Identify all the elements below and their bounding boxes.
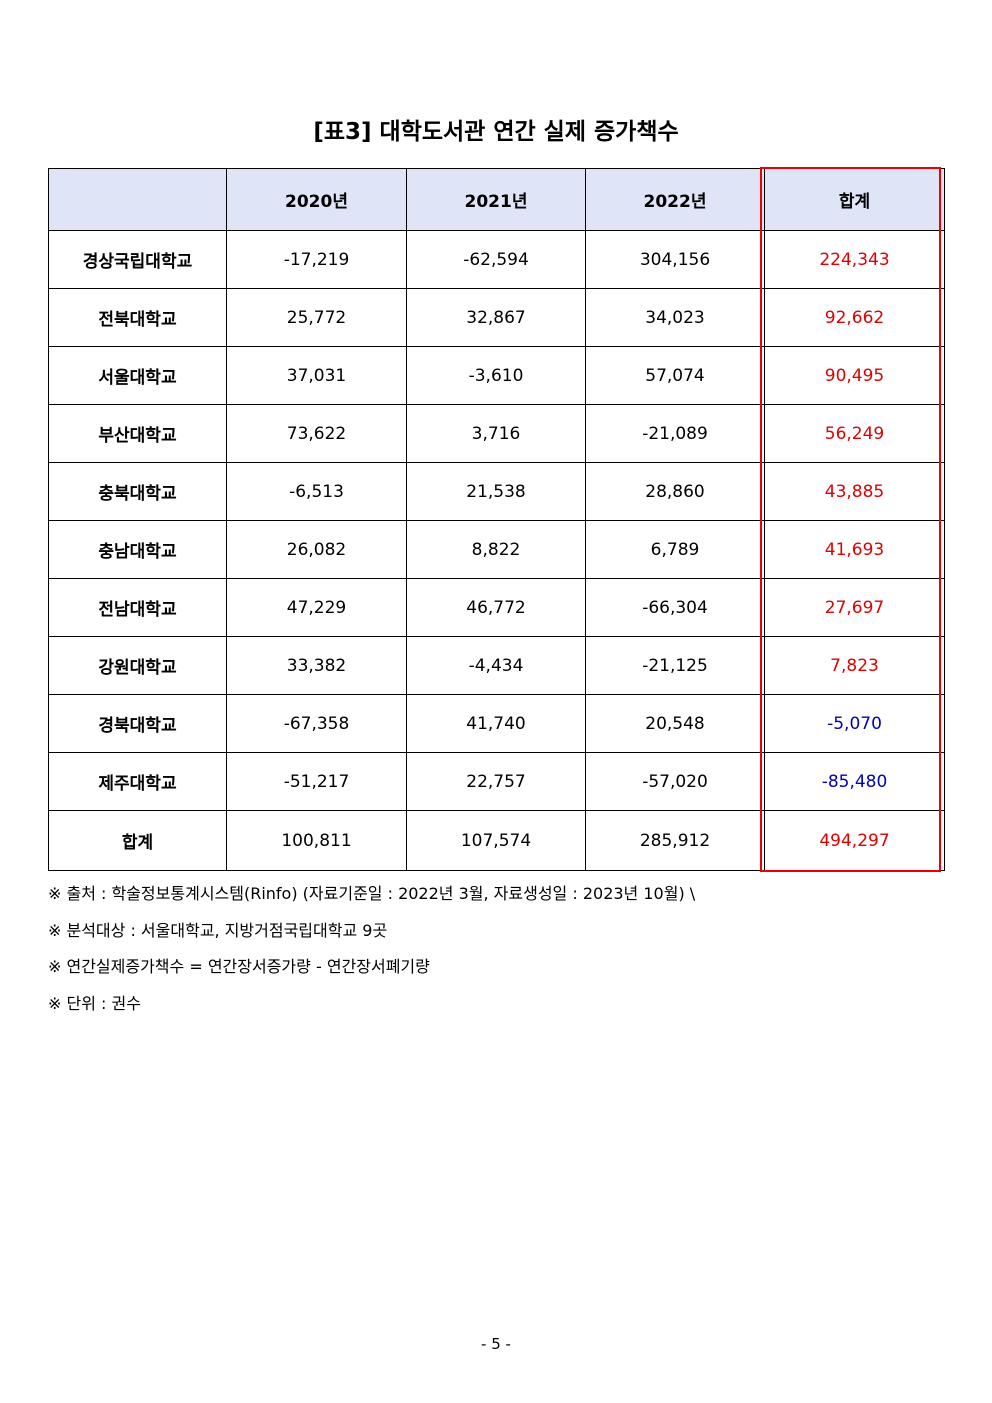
table-row: 경북대학교 -67,358 41,740 20,548 -5,070: [48, 694, 945, 753]
cell: -5,070: [764, 694, 945, 753]
header-cell: 2021년: [406, 168, 586, 231]
cell: -21,125: [585, 636, 765, 695]
cell: 107,574: [406, 810, 586, 871]
table-row: 충북대학교 -6,513 21,538 28,860 43,885: [48, 462, 945, 521]
cell: 90,495: [764, 346, 945, 405]
cell: 8,822: [406, 520, 586, 579]
cell: 41,693: [764, 520, 945, 579]
table-title: [표3] 대학도서관 연간 실제 증가책수: [313, 119, 679, 145]
row-label: 경북대학교: [48, 694, 227, 753]
cell: 6,789: [585, 520, 765, 579]
cell: 22,757: [406, 752, 586, 811]
header-cell: 2022년: [585, 168, 765, 231]
cell: 56,249: [764, 404, 945, 463]
cell: 3,716: [406, 404, 586, 463]
row-label: 경상국립대학교: [48, 230, 227, 289]
cell: 285,912: [585, 810, 765, 871]
note: ※ 분석대상 : 서울대학교, 지방거점국립대학교 9곳: [48, 920, 388, 940]
row-label: 부산대학교: [48, 404, 227, 463]
table-row: 충남대학교 26,082 8,822 6,789 41,693: [48, 520, 945, 579]
cell: 46,772: [406, 578, 586, 637]
cell: -6,513: [226, 462, 407, 521]
header-row: 2020년 2021년 2022년 합계: [48, 168, 945, 231]
cell: -4,434: [406, 636, 586, 695]
cell: -62,594: [406, 230, 586, 289]
table-row: 제주대학교 -51,217 22,757 -57,020 -85,480: [48, 752, 945, 811]
table-row: 전북대학교 25,772 32,867 34,023 92,662: [48, 288, 945, 347]
cell: -21,089: [585, 404, 765, 463]
header-cell: 2020년: [226, 168, 407, 231]
note: ※ 출처 : 학술정보통계시스템(Rinfo) (자료기준일 : 2022년 3…: [48, 884, 696, 903]
cell: -57,020: [585, 752, 765, 811]
row-label: 충북대학교: [48, 462, 227, 521]
row-label: 강원대학교: [48, 636, 227, 695]
cell: -17,219: [226, 230, 407, 289]
table-row: 부산대학교 73,622 3,716 -21,089 56,249: [48, 404, 945, 463]
cell: 92,662: [764, 288, 945, 347]
note: ※ 연간실제증가책수 = 연간장서증가량 - 연간장서폐기량: [48, 957, 430, 976]
cell: 28,860: [585, 462, 765, 521]
cell: 20,548: [585, 694, 765, 753]
cell: 27,697: [764, 578, 945, 637]
data-table: 2020년 2021년 2022년 합계 경상국립대학교 -17,219 -62,594 30…: [48, 168, 945, 871]
cell: 41,740: [406, 694, 586, 753]
cell: 26,082: [226, 520, 407, 579]
header-cell: 합계: [764, 168, 945, 231]
cell: 33,382: [226, 636, 407, 695]
cell: 32,867: [406, 288, 586, 347]
cell: 21,538: [406, 462, 586, 521]
table-row: 강원대학교 33,382 -4,434 -21,125 7,823: [48, 636, 945, 695]
cell: -85,480: [764, 752, 945, 811]
note: ※ 단위 : 권수: [48, 993, 141, 1013]
cell: 7,823: [764, 636, 945, 695]
page-number: - 5 -: [481, 1335, 511, 1353]
cell: 43,885: [764, 462, 945, 521]
table-row: 전남대학교 47,229 46,772 -66,304 27,697: [48, 578, 945, 637]
table-row: 경상국립대학교 -17,219 -62,594 304,156 224,343: [48, 230, 945, 289]
cell: 47,229: [226, 578, 407, 637]
cell: 224,343: [764, 230, 945, 289]
table-row: 합계 100,811 107,574 285,912 494,297: [48, 810, 945, 871]
cell: 25,772: [226, 288, 407, 347]
row-label: 합계: [48, 810, 227, 871]
cell: -67,358: [226, 694, 407, 753]
row-label: 전남대학교: [48, 578, 227, 637]
cell: 57,074: [585, 346, 765, 405]
notes: ※ 출처 : 학술정보통계시스템(Rinfo) (자료기준일 : 2022년 3…: [48, 880, 695, 1026]
row-label: 서울대학교: [48, 346, 227, 405]
cell: -51,217: [226, 752, 407, 811]
row-label: 제주대학교: [48, 752, 227, 811]
cell: 73,622: [226, 404, 407, 463]
header-cell: [48, 168, 227, 231]
cell: 494,297: [764, 810, 945, 871]
cell: 37,031: [226, 346, 407, 405]
row-label: 충남대학교: [48, 520, 227, 579]
table-row: 서울대학교 37,031 -3,610 57,074 90,495: [48, 346, 945, 405]
cell: 100,811: [226, 810, 407, 871]
cell: 34,023: [585, 288, 765, 347]
row-label: 전북대학교: [48, 288, 227, 347]
cell: -66,304: [585, 578, 765, 637]
cell: -3,610: [406, 346, 586, 405]
cell: 304,156: [585, 230, 765, 289]
